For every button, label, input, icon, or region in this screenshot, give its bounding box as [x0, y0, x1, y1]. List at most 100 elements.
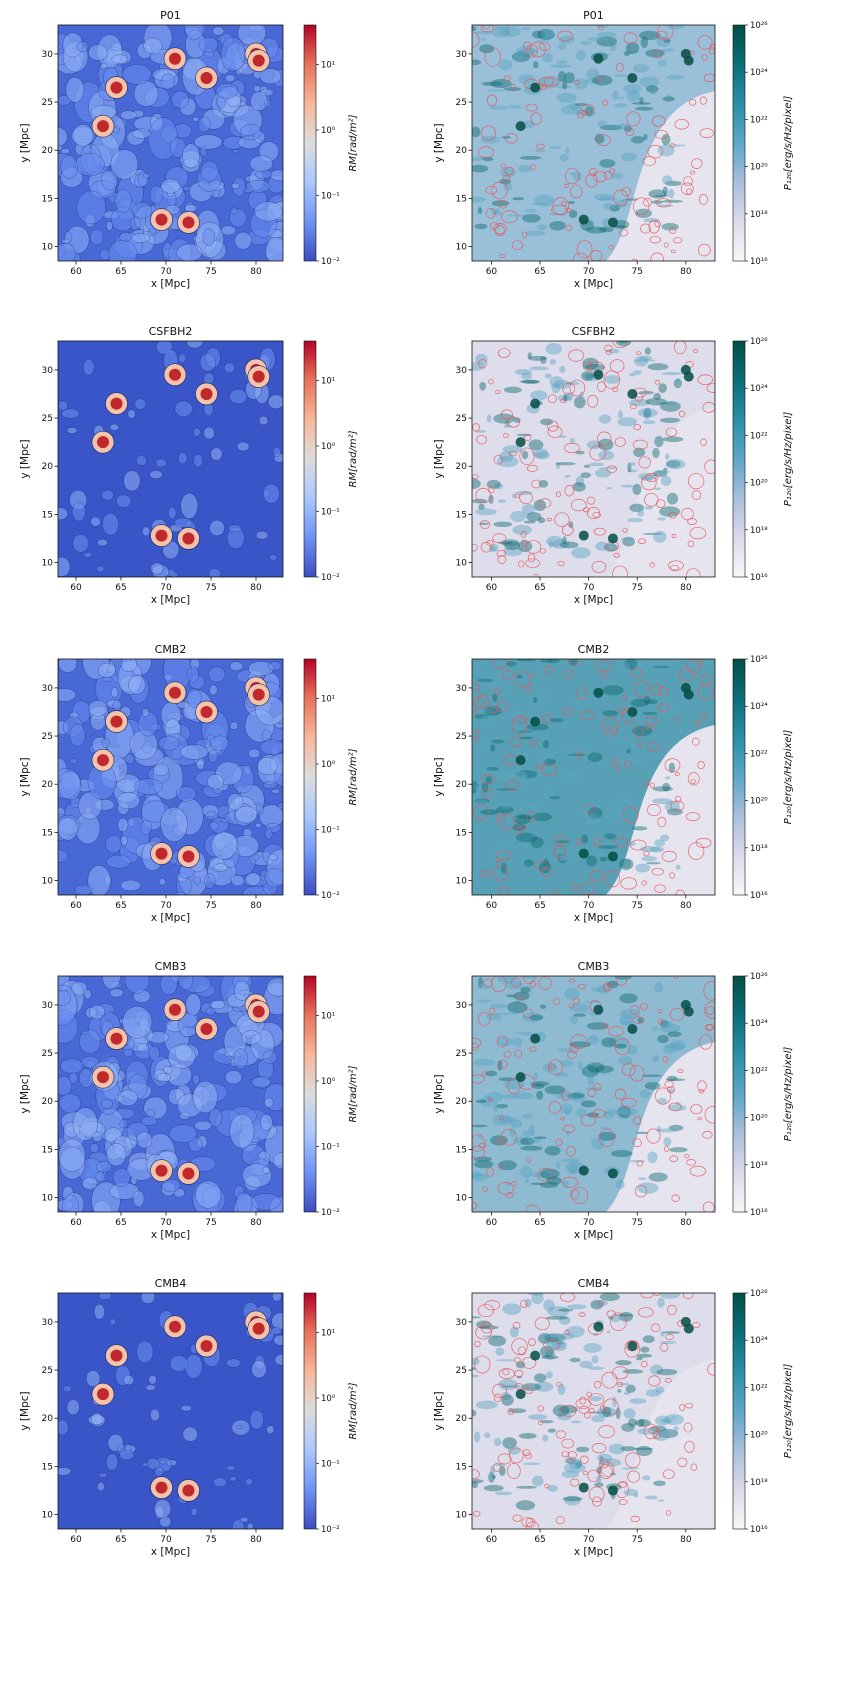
texture-blob — [569, 772, 585, 775]
rm-contour — [593, 1083, 602, 1091]
texture-blob — [653, 487, 662, 491]
rm-contour — [668, 511, 677, 519]
texture-blob — [654, 435, 664, 448]
texture-blob — [140, 1293, 156, 1304]
rm-contour — [571, 1187, 589, 1204]
y-tick-label: 20 — [42, 146, 54, 156]
texture-blob — [532, 1475, 544, 1487]
rm-contour — [526, 811, 536, 822]
rm-contour — [504, 166, 515, 176]
texture-blob — [83, 551, 93, 558]
rm-contour — [560, 1116, 566, 1121]
colorbar-tick-label: 10²⁰ — [750, 1114, 768, 1124]
y-tick-label: 10 — [42, 1194, 54, 1204]
rm-contour — [591, 561, 607, 573]
rm-contour — [670, 249, 676, 254]
colorbar — [303, 1292, 317, 1530]
texture-blob — [501, 1394, 514, 1406]
texture-blob — [638, 1418, 645, 1427]
rm-hotspot-core — [169, 1320, 181, 1333]
rm-contour — [601, 670, 608, 679]
texture-blob — [652, 798, 673, 805]
texture-blob — [266, 977, 283, 997]
texture-blob — [148, 1375, 157, 1385]
rm-contour — [479, 870, 491, 877]
texture-blob — [591, 1355, 599, 1364]
texture-blob — [602, 716, 608, 720]
texture-blob — [120, 659, 138, 672]
texture-blob — [553, 855, 575, 862]
texture-blob — [271, 788, 280, 794]
emission-peak — [530, 398, 541, 409]
texture-blob — [519, 803, 542, 809]
texture-blob — [538, 861, 552, 874]
rm-contour — [530, 112, 542, 126]
colorbar-tick-label: 10¹⁸ — [750, 1161, 768, 1171]
rm-contour — [547, 420, 559, 432]
texture-blob — [602, 710, 619, 717]
texture-blob — [516, 770, 538, 779]
texture-blob — [631, 135, 645, 144]
texture-blob — [496, 455, 519, 468]
texture-blob — [546, 1176, 562, 1185]
texture-blob — [232, 149, 239, 153]
texture-blob — [119, 1119, 129, 1129]
rm-contour — [593, 1381, 602, 1389]
texture-blob — [263, 99, 272, 108]
texture-blob — [559, 541, 579, 549]
x-tick-label: 65 — [115, 1535, 126, 1545]
texture-blob — [670, 1039, 686, 1051]
texture-blob — [272, 446, 281, 458]
rm-contour — [570, 1034, 587, 1049]
rm-contour — [526, 1521, 540, 1529]
texture-blob — [490, 79, 512, 88]
heatmap-field — [58, 1293, 283, 1529]
texture-blob — [600, 124, 622, 131]
texture-blob — [516, 433, 532, 437]
rm-contour — [674, 118, 689, 130]
rm-contour — [688, 98, 697, 106]
texture-blob — [561, 771, 582, 783]
texture-blob — [521, 450, 529, 460]
x-tick-label: 65 — [115, 1218, 126, 1228]
texture-blob — [61, 238, 70, 244]
texture-blob — [584, 1063, 591, 1076]
rm-contour — [609, 168, 616, 175]
texture-blob — [58, 400, 68, 411]
rm-contour — [644, 1423, 659, 1440]
rm-contour — [564, 442, 580, 454]
rm-contour — [496, 813, 506, 823]
texture-blob — [142, 172, 151, 179]
texture-blob — [85, 1370, 101, 1388]
rm-contour — [647, 144, 663, 159]
rm-contour — [568, 978, 575, 983]
x-tick-label: 80 — [250, 901, 262, 911]
y-tick-label: 15 — [456, 194, 467, 204]
texture-blob — [575, 103, 589, 107]
texture-blob — [567, 381, 580, 386]
texture-blob — [602, 218, 610, 228]
y-tick-label: 25 — [42, 1366, 53, 1376]
rm-contour — [567, 1458, 574, 1464]
rm-contour — [581, 881, 596, 895]
texture-blob — [491, 739, 505, 744]
texture-blob — [606, 1330, 611, 1334]
colorbar-tick-label: 10⁻¹ — [321, 1459, 340, 1469]
texture-blob — [662, 782, 671, 792]
rm-contour — [539, 42, 551, 51]
texture-blob — [612, 659, 622, 663]
texture-blob — [229, 1113, 255, 1149]
texture-blob — [109, 1318, 117, 1326]
texture-blob — [69, 723, 86, 747]
texture-blob — [597, 438, 614, 451]
rm-contour — [621, 1097, 637, 1108]
texture-blob — [669, 1147, 688, 1153]
rm-contour — [699, 128, 715, 139]
texture-blob — [269, 554, 278, 561]
texture-blob — [542, 740, 550, 749]
rm-contour — [665, 427, 678, 437]
texture-blob — [90, 516, 101, 527]
rm-contour — [648, 1375, 661, 1387]
rm-contour — [654, 884, 666, 893]
heatmap-field — [472, 659, 715, 895]
